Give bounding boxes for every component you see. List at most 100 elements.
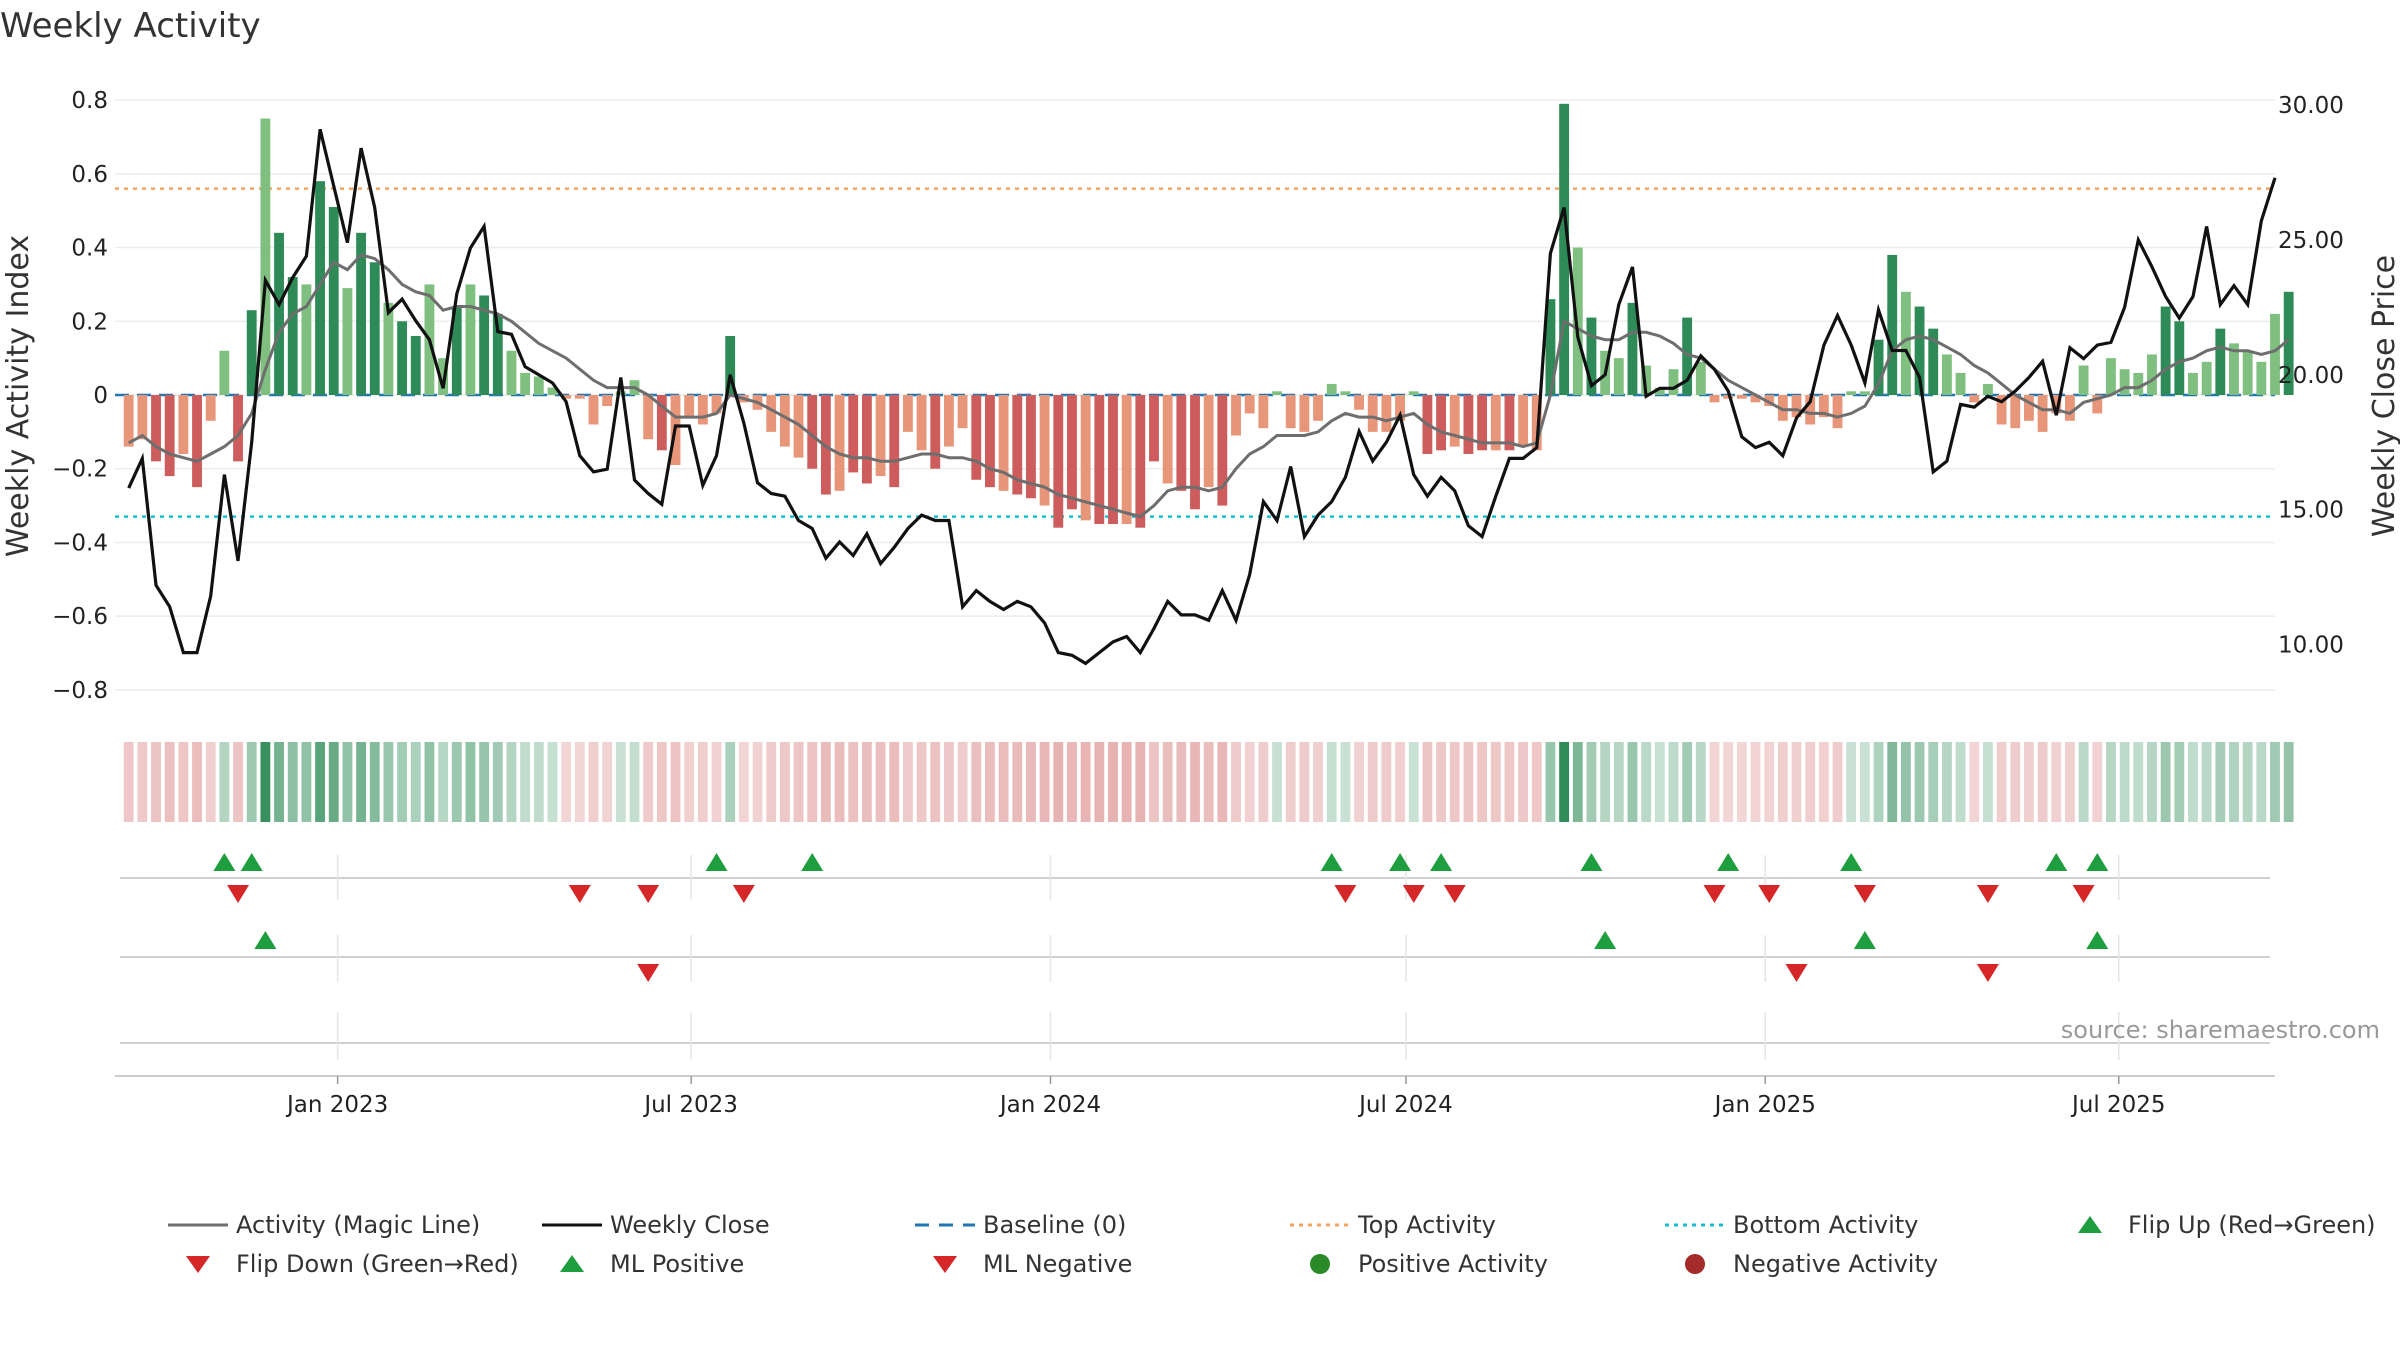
legend-label: Weekly Close [610, 1211, 770, 1239]
heat-strip-cell [533, 742, 544, 822]
activity-bar [1094, 395, 1105, 525]
heat-strip-cell [615, 742, 626, 822]
activity-bar [2106, 358, 2116, 395]
heat-strip-cell [670, 742, 681, 822]
activity-bar [219, 350, 230, 395]
activity-bar [1818, 395, 1829, 418]
heat-strip-cell [848, 742, 859, 822]
x-tick-label: Jan 2025 [1713, 1092, 1816, 1118]
heat-strip-cell [1777, 742, 1788, 822]
heat-strip-cell [315, 742, 325, 822]
activity-bar [1723, 395, 1734, 399]
heat-strip-cell [1887, 742, 1898, 822]
legend-swatch [1310, 1254, 1330, 1274]
heat-strip-cell [1477, 742, 1488, 822]
activity-bar [916, 395, 927, 451]
heat-strip-cell [451, 742, 462, 822]
heat-strip-cell [1490, 742, 1501, 822]
activity-bar [902, 395, 913, 432]
activity-bar [369, 262, 380, 395]
heat-strip-cell [2078, 742, 2089, 822]
heat-strip-cell [588, 742, 599, 822]
heat-strip-cell [1695, 742, 1706, 822]
activity-bar [1203, 395, 1214, 488]
heat-strip-cell [151, 742, 161, 822]
heat-strip-cell [1094, 742, 1105, 822]
heat-strip-cell [1067, 742, 1077, 822]
y2-tick-label: 20.00 [2278, 363, 2344, 389]
heat-strip-cell [1203, 742, 1214, 822]
activity-bar [643, 395, 654, 440]
heat-strip-cell [1941, 742, 1952, 822]
heat-strip-cell [2065, 742, 2075, 822]
axes: Weekly Activity Index Weekly Close Price… [1, 88, 2400, 704]
heat-strip-cell [2201, 742, 2212, 822]
heat-strip-cell [1436, 742, 1446, 822]
activity-bar [697, 395, 708, 425]
flip-up-marker [1430, 853, 1453, 871]
activity-bar [2092, 395, 2103, 414]
flip-up-marker [1840, 853, 1863, 871]
activity-bar [1586, 317, 1597, 395]
activity-bar [1162, 395, 1173, 484]
heat-strip-cell [2229, 742, 2239, 822]
heat-strip-cell [260, 742, 271, 822]
heat-strip-cell [2106, 742, 2116, 822]
heat-strip-cell [1545, 742, 1556, 822]
activity-bar [164, 395, 175, 477]
ml-negative-marker [1976, 964, 1999, 982]
activity-bar [492, 313, 503, 395]
heat-strip-cell [520, 742, 531, 822]
activity-bar [1846, 391, 1857, 395]
heat-strip-cell [205, 742, 216, 822]
x-tick-label: Jul 2025 [2070, 1092, 2166, 1118]
activity-bar [1791, 395, 1802, 418]
activity-bar [465, 284, 476, 395]
x-tick-label: Jan 2024 [998, 1092, 1101, 1118]
activity-bar [1914, 306, 1925, 395]
activity-bar [998, 395, 1009, 491]
heat-strip-cell [1805, 742, 1816, 822]
flip-up-marker [705, 853, 728, 871]
heat-strip-cell [1244, 742, 1255, 822]
heat-strip-cell [137, 742, 148, 822]
legend-swatch [2078, 1216, 2102, 1233]
activity-bar [1695, 361, 1706, 395]
legend-label: Bottom Activity [1733, 1211, 1918, 1239]
activity-bar [944, 395, 954, 447]
legend-label: ML Negative [983, 1250, 1132, 1278]
activity-bar [1545, 299, 1556, 395]
heat-strip-cell [1422, 742, 1433, 822]
heat-strip-cell [766, 742, 777, 822]
y-tick-label: 0.4 [71, 236, 108, 262]
heat-strip-cell [1928, 742, 1939, 822]
y-tick-label: 0.8 [71, 88, 108, 114]
activity-bar [779, 395, 790, 447]
heat-strip-cell [123, 742, 134, 822]
activity-bar [1313, 395, 1323, 421]
heat-strip-cell [944, 742, 954, 822]
heat-strip-cell [1149, 742, 1159, 822]
heat-strip-cell [219, 742, 230, 822]
legend-label: Baseline (0) [983, 1211, 1126, 1239]
activity-bar [1408, 391, 1419, 395]
activity-bar [233, 395, 243, 462]
activity-bar [1272, 391, 1282, 395]
activity-bar [2133, 372, 2144, 395]
activity-bar [123, 395, 134, 447]
heat-strip-cell [2024, 742, 2034, 822]
heat-strip-cell [779, 742, 790, 822]
activity-bar [506, 350, 517, 395]
y-tick-label: −0.8 [52, 678, 108, 704]
heat-strip-cell [2242, 742, 2253, 822]
heat-strip-cell [957, 742, 968, 822]
heat-strip-cell [547, 742, 558, 822]
activity-bar [2242, 350, 2253, 395]
activity-bar [957, 395, 968, 429]
heat-strip-cell [1039, 742, 1050, 822]
activity-bar [1941, 354, 1952, 395]
activity-bar [1887, 254, 1898, 395]
source-credit: source: sharemaestro.com [2061, 1016, 2380, 1044]
activity-bar [615, 391, 626, 395]
